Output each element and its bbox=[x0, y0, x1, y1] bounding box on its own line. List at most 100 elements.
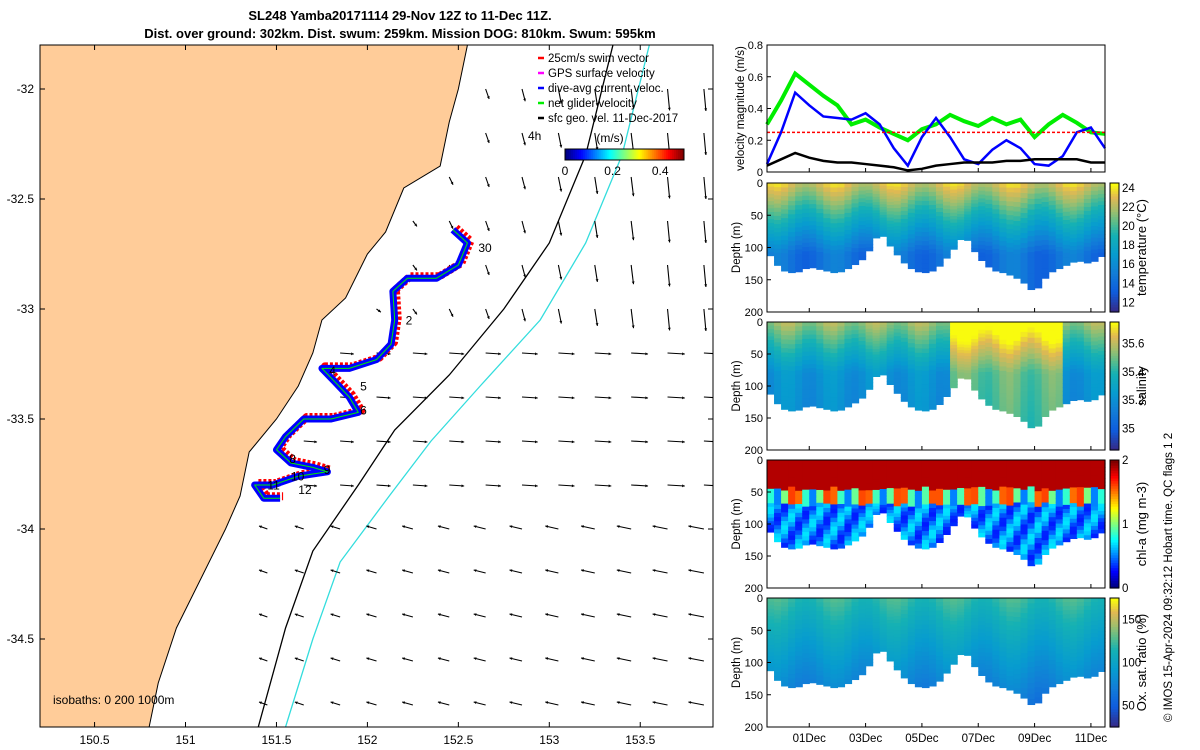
section-cell bbox=[900, 669, 909, 675]
section-cell bbox=[844, 666, 853, 672]
section-cell bbox=[978, 217, 986, 223]
section-cell bbox=[992, 677, 1000, 683]
section-cell bbox=[1097, 474, 1106, 479]
section-cell bbox=[1097, 489, 1106, 494]
section-cell bbox=[844, 510, 853, 516]
section-cell bbox=[781, 663, 789, 669]
section-cell bbox=[851, 508, 860, 514]
section-cell bbox=[957, 233, 965, 238]
section-cell bbox=[865, 216, 874, 221]
colorbar-segment bbox=[1110, 670, 1119, 674]
section-cell bbox=[816, 230, 824, 236]
section-cell bbox=[1090, 380, 1099, 385]
section-cell bbox=[851, 191, 860, 196]
section-cell bbox=[1013, 535, 1022, 541]
colorbar-segment bbox=[1110, 242, 1119, 246]
section-cell bbox=[893, 233, 902, 238]
section-cell bbox=[1076, 672, 1085, 677]
section-cell bbox=[907, 506, 916, 512]
section-cell bbox=[893, 601, 902, 606]
colorbar-segment bbox=[1110, 506, 1119, 510]
section-cell bbox=[795, 677, 803, 683]
velocity-arrowhead bbox=[450, 313, 454, 317]
section-cell bbox=[957, 600, 965, 605]
section-cell bbox=[964, 375, 972, 380]
colorbar-segment bbox=[656, 149, 659, 160]
section-cell bbox=[1062, 614, 1071, 620]
section-cell bbox=[823, 473, 831, 479]
velocity-arrowhead bbox=[402, 613, 406, 617]
section-cell bbox=[1006, 464, 1015, 470]
velocity-arrow bbox=[594, 132, 598, 150]
section-cell bbox=[893, 208, 902, 213]
section-cell bbox=[851, 244, 860, 249]
section-cell bbox=[1034, 322, 1043, 328]
colorbar-segment bbox=[1110, 299, 1119, 303]
section-cell bbox=[1027, 257, 1036, 264]
section-cell bbox=[865, 233, 874, 238]
section-cell bbox=[781, 481, 789, 487]
section-cell bbox=[1041, 397, 1050, 403]
section-cell bbox=[844, 606, 853, 612]
colorbar-segment bbox=[1110, 649, 1119, 653]
section-cell bbox=[957, 191, 965, 195]
section-cell bbox=[964, 479, 972, 484]
section-cell bbox=[823, 248, 831, 254]
section-cell bbox=[1020, 242, 1029, 249]
section-cell bbox=[1006, 408, 1015, 414]
section-cell bbox=[964, 643, 972, 648]
section-cell bbox=[985, 388, 993, 394]
section-cell bbox=[865, 325, 874, 330]
section-cell bbox=[774, 183, 782, 188]
section-cell bbox=[1076, 190, 1085, 196]
section-cell bbox=[1027, 491, 1036, 498]
section-cell bbox=[985, 229, 993, 234]
section-cell bbox=[1083, 333, 1092, 339]
section-cell bbox=[964, 598, 972, 602]
section-cell bbox=[971, 227, 979, 232]
colorbar-segment bbox=[1110, 329, 1119, 333]
section-cell bbox=[802, 645, 810, 650]
section-cell bbox=[1062, 496, 1071, 502]
section-cell bbox=[893, 612, 902, 617]
section-cell bbox=[999, 531, 1008, 537]
section-cell bbox=[1006, 666, 1015, 673]
section-cell bbox=[1006, 367, 1015, 373]
velocity-arrowhead bbox=[366, 701, 370, 705]
colorbar-segment bbox=[1110, 257, 1119, 261]
section-cell bbox=[879, 225, 888, 229]
colorbar-segment bbox=[1110, 273, 1119, 277]
section-cell bbox=[985, 530, 993, 536]
colorbar-segment bbox=[1110, 559, 1119, 563]
section-cell bbox=[985, 258, 993, 264]
section-cell bbox=[943, 530, 951, 535]
section-cell bbox=[809, 229, 817, 235]
section-cell bbox=[964, 508, 972, 512]
section-cell bbox=[844, 464, 853, 470]
section-cell bbox=[1055, 347, 1064, 353]
section-cell bbox=[823, 222, 831, 228]
section-cell bbox=[900, 598, 909, 603]
section-cell bbox=[830, 375, 839, 381]
section-cell bbox=[788, 330, 796, 336]
section-cell bbox=[1062, 472, 1071, 477]
section-cell bbox=[865, 352, 874, 357]
section-cell bbox=[795, 361, 803, 367]
net-glider-track bbox=[254, 229, 468, 499]
section-cell bbox=[1069, 349, 1078, 354]
section-cell bbox=[1034, 230, 1043, 237]
section-cell bbox=[1041, 474, 1050, 480]
section-cell bbox=[1013, 678, 1022, 685]
section-cell bbox=[999, 598, 1008, 604]
colorbar-segment bbox=[1110, 350, 1119, 354]
section-cell bbox=[865, 338, 874, 343]
section-cell bbox=[1020, 272, 1029, 279]
section-cell bbox=[928, 628, 937, 634]
section-cell bbox=[809, 195, 817, 201]
section-cell bbox=[1027, 693, 1036, 700]
section-cell bbox=[971, 220, 979, 225]
section-cell bbox=[767, 663, 775, 668]
section-cell bbox=[1097, 252, 1106, 257]
section-cell bbox=[886, 220, 895, 225]
